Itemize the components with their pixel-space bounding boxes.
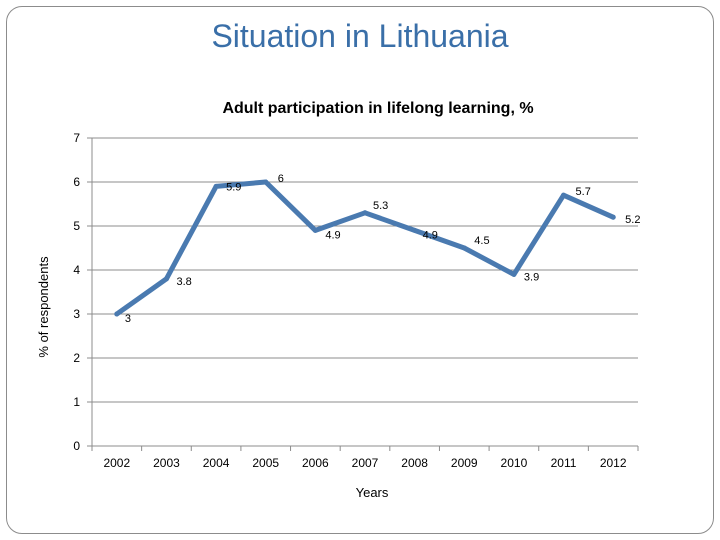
x-tick-label: 2002 <box>103 456 130 470</box>
data-label: 3.8 <box>176 276 191 288</box>
y-tick-label: 5 <box>73 219 80 233</box>
x-tick-label: 2006 <box>302 456 329 470</box>
x-tick-label: 2003 <box>153 456 180 470</box>
data-point <box>163 276 169 282</box>
x-tick-label: 2009 <box>451 456 478 470</box>
y-tick-label: 3 <box>73 307 80 321</box>
data-label: 3.9 <box>524 271 539 283</box>
y-tick-labels: 0 1 2 3 4 5 6 7 <box>73 131 80 453</box>
x-tick-label: 2012 <box>600 456 627 470</box>
data-point <box>610 214 616 220</box>
data-point <box>511 271 517 277</box>
data-label: 5.7 <box>576 186 591 198</box>
axes <box>87 137 639 451</box>
data-label: 3 <box>125 313 131 325</box>
data-point <box>412 227 418 233</box>
y-tick-label: 4 <box>73 263 80 277</box>
x-tick-label: 2010 <box>501 456 528 470</box>
chart-title: Adult participation in lifelong learning… <box>222 100 533 117</box>
y-tick-label: 1 <box>73 395 80 409</box>
x-tick-label: 2007 <box>352 456 379 470</box>
y-axis-label: % of respondents <box>36 256 51 358</box>
data-label: 5.2 <box>625 214 640 226</box>
y-tick-label: 7 <box>73 131 80 145</box>
data-point <box>362 210 368 216</box>
series <box>114 179 616 317</box>
data-point <box>114 311 120 317</box>
x-tick-labels: 2002 2003 2004 2005 2006 2007 2008 2009 2010 2011… <box>103 456 626 470</box>
y-tick-label: 0 <box>73 439 80 453</box>
gridlines <box>92 137 638 403</box>
y-tick-label: 6 <box>73 175 80 189</box>
data-point <box>312 227 318 233</box>
data-label: 4.9 <box>423 229 438 241</box>
data-label: 4.9 <box>325 229 340 241</box>
data-point <box>263 179 269 185</box>
x-tick-label: 2008 <box>401 456 428 470</box>
data-point <box>461 245 467 251</box>
data-label: 4.5 <box>474 235 489 247</box>
slide-title: Situation in Lithuania <box>211 18 509 54</box>
x-tick-label: 2011 <box>551 456 577 470</box>
data-point <box>561 192 567 198</box>
y-tick-label: 2 <box>73 351 80 365</box>
x-axis-label: Years <box>356 485 389 500</box>
data-label: 5.9 <box>226 181 241 193</box>
data-point <box>213 183 219 189</box>
x-tick-label: 2005 <box>252 456 279 470</box>
series-line <box>114 179 616 317</box>
data-label: 6 <box>278 173 284 185</box>
data-labels: 3 3.8 5.9 6 4.9 5.3 4.9 4.5 3.9 5.7 5.2 <box>125 173 641 325</box>
x-tick-label: 2004 <box>203 456 230 470</box>
data-label: 5.3 <box>373 200 388 212</box>
